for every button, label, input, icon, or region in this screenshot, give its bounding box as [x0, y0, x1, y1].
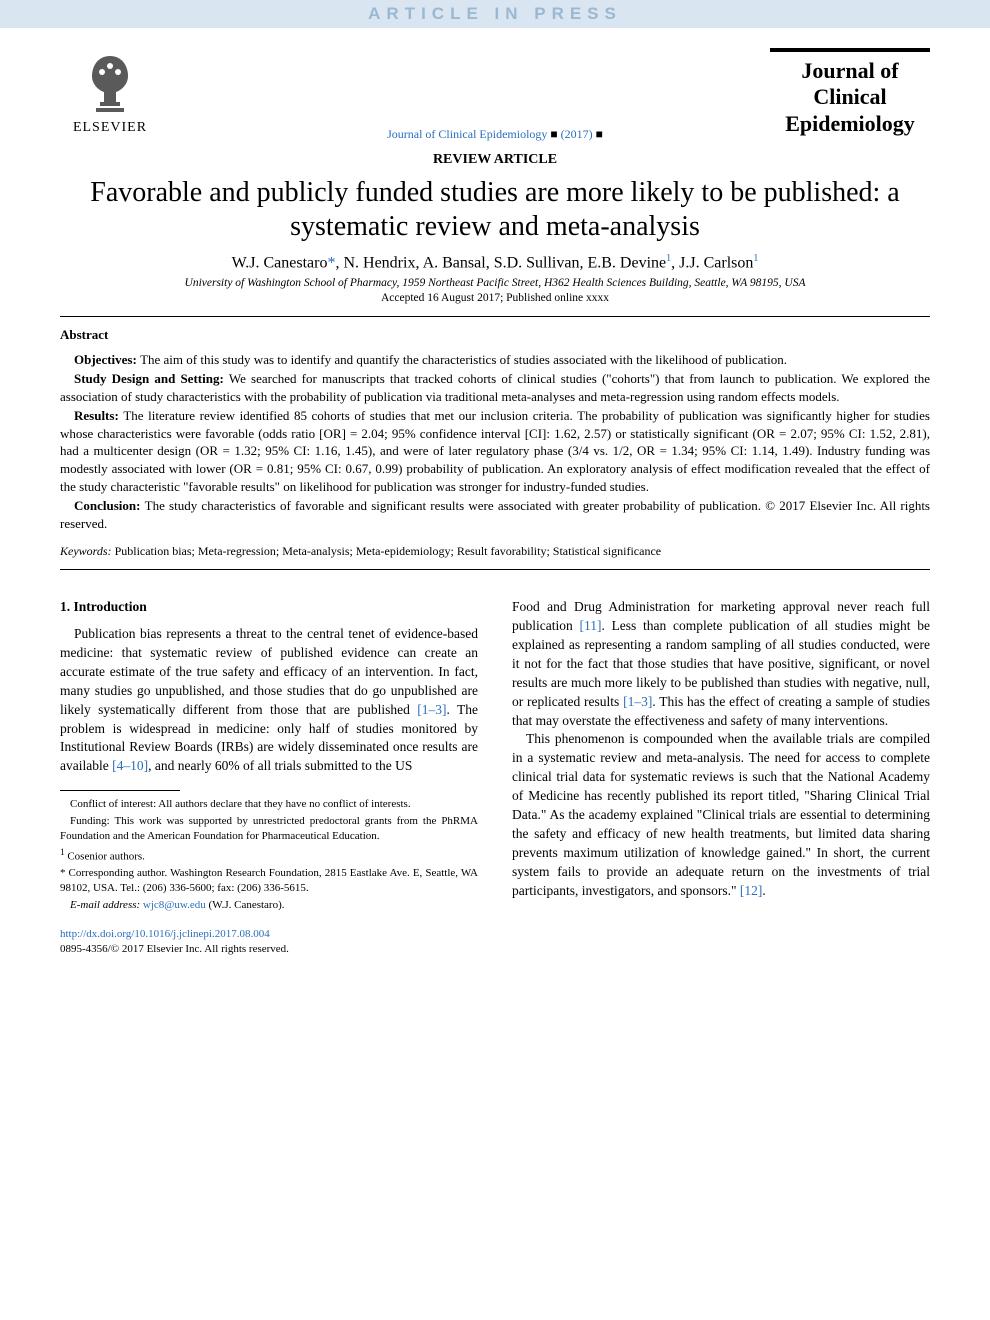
author-2: N. Hendrix	[343, 255, 415, 272]
footnotes: Conflict of interest: All authors declar…	[60, 797, 478, 913]
footnote-email: E-mail address: wjc8@uw.edu (W.J. Canest…	[60, 898, 478, 913]
column-left: 1. Introduction Publication bias represe…	[60, 598, 478, 957]
body-columns: 1. Introduction Publication bias represe…	[60, 598, 930, 957]
column-right: Food and Drug Administration for marketi…	[512, 598, 930, 957]
intro-para-1: Publication bias represents a threat to …	[60, 625, 478, 776]
citation-year: (2017)	[558, 127, 596, 141]
footnote-coi: Conflict of interest: All authors declar…	[60, 797, 478, 812]
author-5: E.B. Devine	[587, 255, 666, 272]
intro-text-p2b: .	[762, 883, 765, 898]
doi-link[interactable]: http://dx.doi.org/10.1016/j.jclinepi.201…	[60, 928, 270, 940]
author-3: A. Bansal	[423, 255, 486, 272]
results-text: The literature review identified 85 coho…	[60, 408, 930, 493]
design-label: Study Design and Setting:	[74, 371, 229, 386]
ref-link-11[interactable]: [11]	[579, 618, 601, 633]
abstract: Abstract Objectives: The aim of this stu…	[60, 327, 930, 532]
author-list: W.J. Canestaro*, N. Hendrix, A. Bansal, …	[60, 253, 930, 272]
page: ELSEVIER Journal of Clinical Epidemiolog…	[0, 28, 990, 988]
citation-marker-2: ■	[596, 127, 603, 141]
intro-text-1c: , and nearly 60% of all trials submitted…	[148, 758, 412, 773]
author-4: S.D. Sullivan	[494, 255, 580, 272]
doi-block: http://dx.doi.org/10.1016/j.jclinepi.201…	[60, 927, 478, 942]
author-6: J.J. Carlson	[679, 255, 753, 272]
elsevier-logo: ELSEVIER	[60, 48, 160, 136]
conclusion-label: Conclusion:	[74, 498, 145, 513]
header-row: ELSEVIER Journal of Clinical Epidemiolog…	[60, 48, 930, 137]
sep: ,	[486, 255, 494, 272]
conclusion-text: The study characteristics of favorable a…	[60, 498, 930, 531]
footnote-rule	[60, 790, 180, 791]
footnote-corresponding: * Corresponding author. Washington Resea…	[60, 866, 478, 896]
keywords: Keywords: Publication bias; Meta-regress…	[60, 544, 930, 559]
objectives-text: The aim of this study was to identify an…	[140, 352, 787, 367]
results-label: Results:	[74, 408, 123, 423]
sep: ,	[671, 255, 679, 272]
affiliation: University of Washington School of Pharm…	[60, 277, 930, 289]
journal-name-line2: Clinical	[770, 84, 930, 110]
article-in-press-banner: ARTICLE IN PRESS	[0, 0, 990, 28]
ref-link-12[interactable]: [12]	[740, 883, 763, 898]
citation-journal[interactable]: Journal of Clinical Epidemiology	[387, 127, 550, 141]
introduction-heading: 1. Introduction	[60, 598, 478, 617]
keywords-label: Keywords:	[60, 544, 115, 558]
intro-text-p2a: This phenomenon is compounded when the a…	[512, 731, 930, 897]
article-type: REVIEW ARTICLE	[60, 152, 930, 168]
email-label: E-mail address:	[70, 899, 143, 911]
elsevier-name: ELSEVIER	[60, 120, 160, 136]
cosenior-text: Cosenior authors.	[65, 850, 145, 862]
abstract-heading: Abstract	[60, 327, 930, 343]
keywords-text: Publication bias; Meta-regression; Meta-…	[115, 544, 662, 558]
publication-dates: Accepted 16 August 2017; Published onlin…	[60, 292, 930, 304]
email-suffix: (W.J. Canestaro).	[206, 899, 285, 911]
intro-text-1a: Publication bias represents a threat to …	[60, 626, 478, 717]
rule-bottom	[60, 569, 930, 570]
rule-top	[60, 316, 930, 317]
ref-link-4-10[interactable]: [4–10]	[112, 758, 148, 773]
intro-para-2: This phenomenon is compounded when the a…	[512, 730, 930, 900]
issn-copyright: 0895-4356/© 2017 Elsevier Inc. All right…	[60, 942, 478, 957]
footnote-cosenior: 1 Cosenior authors.	[60, 846, 478, 865]
footnote-funding: Funding: This work was supported by unre…	[60, 814, 478, 844]
email-link[interactable]: wjc8@uw.edu	[143, 899, 206, 911]
author-1: W.J. Canestaro	[232, 255, 328, 272]
journal-name-line1: Journal of	[770, 58, 930, 84]
ref-link-1-3b[interactable]: [1–3]	[623, 694, 652, 709]
citation-marker-1: ■	[550, 127, 557, 141]
article-title: Favorable and publicly funded studies ar…	[60, 176, 930, 243]
objectives-label: Objectives:	[74, 352, 140, 367]
elsevier-tree-icon	[78, 48, 142, 118]
author-6-mark[interactable]: 1	[753, 253, 758, 264]
sep: ,	[415, 255, 422, 272]
intro-para-1-continued: Food and Drug Administration for marketi…	[512, 598, 930, 730]
corr-text: Corresponding author. Washington Researc…	[60, 867, 478, 894]
journal-name-line3: Epidemiology	[770, 111, 930, 137]
journal-logo: Journal of Clinical Epidemiology	[770, 48, 930, 137]
ref-link-1-3[interactable]: [1–3]	[417, 702, 446, 717]
